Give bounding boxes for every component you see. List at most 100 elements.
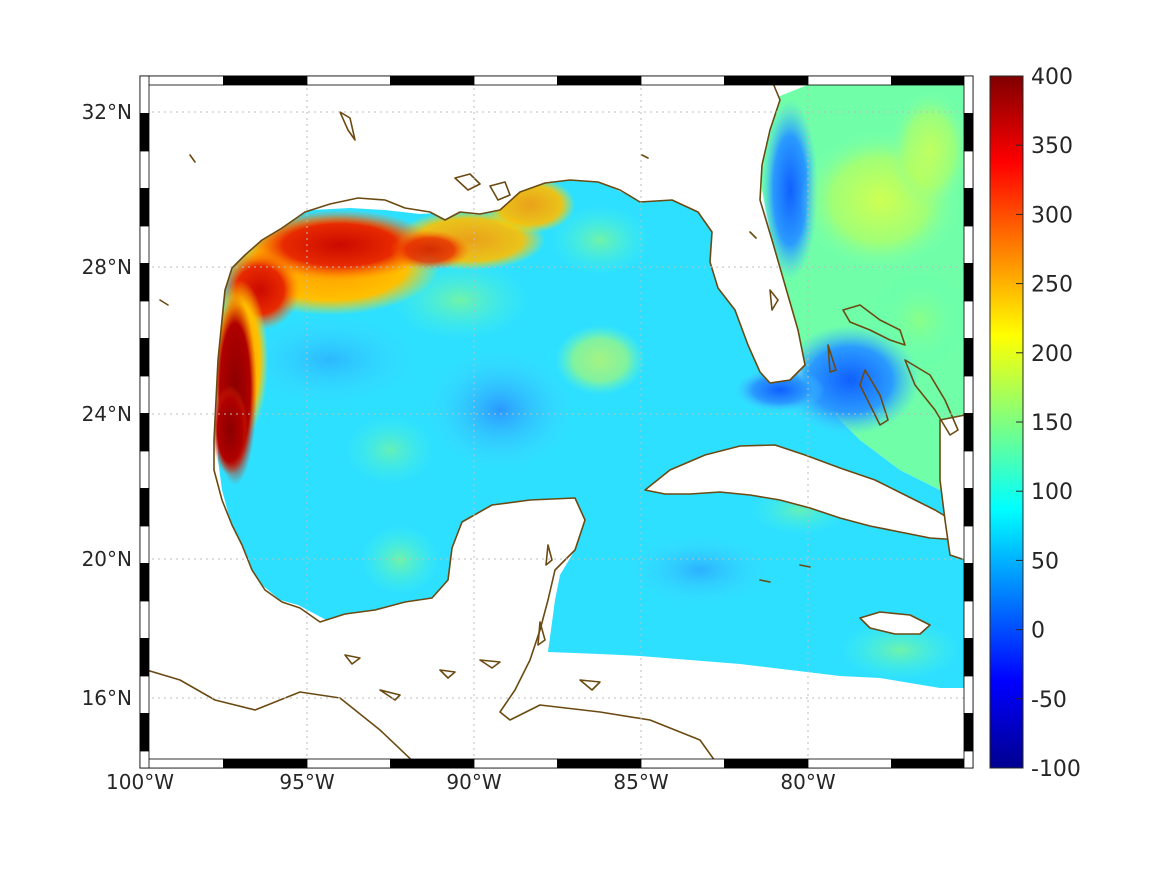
field-blob bbox=[245, 210, 435, 280]
land-coastlines bbox=[140, 76, 966, 768]
lat-tick-label: 24°N bbox=[82, 402, 132, 426]
border-segment bbox=[139, 600, 150, 639]
border-segment bbox=[139, 525, 150, 564]
field-blob bbox=[550, 205, 650, 275]
border-segment bbox=[807, 75, 892, 86]
border-segment bbox=[139, 450, 150, 489]
border-segment bbox=[306, 75, 391, 86]
border-segment bbox=[963, 338, 974, 377]
field-blob bbox=[360, 525, 440, 595]
border-segment bbox=[306, 758, 391, 769]
border-segment bbox=[139, 375, 150, 414]
border-segment bbox=[139, 113, 150, 152]
field-blob bbox=[555, 325, 645, 395]
border-segment bbox=[963, 188, 974, 227]
border-segment bbox=[139, 675, 150, 714]
border-segment bbox=[963, 300, 974, 339]
border-segment bbox=[473, 758, 558, 769]
colorbar-tick-label: -100 bbox=[1031, 757, 1081, 782]
colorbar-tick-label: 0 bbox=[1031, 619, 1045, 644]
border-segment bbox=[963, 563, 974, 602]
border-segment bbox=[807, 758, 892, 769]
border-segment bbox=[963, 525, 974, 564]
field-blob bbox=[890, 90, 970, 210]
field-blob bbox=[762, 100, 818, 280]
lat-tick-label: 16°N bbox=[82, 686, 132, 710]
field-blob bbox=[630, 535, 770, 605]
border-segment bbox=[139, 750, 150, 769]
colorbar-tick-label: 300 bbox=[1031, 203, 1073, 228]
colorbar-tick-label: 50 bbox=[1031, 549, 1059, 574]
border-segment bbox=[557, 75, 642, 86]
border-segment bbox=[139, 300, 150, 339]
field-blob bbox=[425, 350, 575, 470]
lon-tick-label: 90°W bbox=[446, 770, 501, 794]
border-segment bbox=[139, 263, 150, 302]
field-blob bbox=[212, 385, 248, 475]
border-segment bbox=[963, 75, 974, 114]
field-blob bbox=[840, 620, 960, 680]
border-segment bbox=[139, 638, 150, 677]
border-segment bbox=[724, 758, 809, 769]
border-segment bbox=[963, 713, 974, 752]
colorbar-tick-label: 150 bbox=[1031, 411, 1073, 436]
border-segment bbox=[963, 488, 974, 527]
lat-tick-label: 28°N bbox=[82, 255, 132, 279]
border-segment bbox=[139, 75, 150, 114]
colorbar-tick-label: 400 bbox=[1031, 65, 1073, 90]
lon-tick-labels: 100°W 95°W 90°W 85°W 80°W bbox=[106, 770, 836, 794]
border-segment bbox=[963, 263, 974, 302]
data-field bbox=[212, 84, 970, 688]
border-segment bbox=[963, 638, 974, 677]
border-segment bbox=[557, 758, 642, 769]
field-blob bbox=[240, 315, 420, 405]
lat-tick-labels: 32°N 28°N 24°N 20°N 16°N bbox=[82, 100, 132, 710]
colorbar-tick-label: -50 bbox=[1031, 688, 1067, 713]
graticule bbox=[140, 76, 973, 768]
border-segment bbox=[139, 713, 150, 752]
coastline-islands bbox=[344, 544, 811, 701]
border-segment bbox=[139, 338, 150, 377]
border-segment bbox=[724, 75, 809, 86]
border-segment bbox=[139, 488, 150, 527]
border-segment bbox=[963, 600, 974, 639]
coastline-north-america bbox=[140, 76, 806, 768]
border-segment bbox=[640, 758, 725, 769]
border-segment bbox=[640, 75, 725, 86]
border-segment bbox=[139, 188, 150, 227]
coastline-bahamas bbox=[827, 304, 959, 436]
field-blob bbox=[345, 415, 435, 485]
lat-tick-label: 32°N bbox=[82, 100, 132, 124]
border-segment bbox=[390, 758, 475, 769]
lon-tick-label: 100°W bbox=[106, 770, 174, 794]
colorbar-tick-labels: 400 350 300 250 200 150 100 50 0 -50 -100 bbox=[1016, 65, 1081, 782]
colorbar-tick-label: 100 bbox=[1031, 480, 1073, 505]
field-blob bbox=[735, 368, 825, 412]
map-border bbox=[139, 75, 974, 769]
border-segment bbox=[139, 225, 150, 264]
colorbar-tick-label: 350 bbox=[1031, 134, 1073, 159]
coastline-jamaica bbox=[859, 611, 931, 635]
border-segment bbox=[139, 75, 224, 86]
lat-tick-label: 20°N bbox=[82, 547, 132, 571]
border-segment bbox=[963, 413, 974, 452]
lon-tick-label: 95°W bbox=[279, 770, 334, 794]
border-segment bbox=[963, 113, 974, 152]
colorbar-tick-label: 200 bbox=[1031, 342, 1073, 367]
border-segment bbox=[963, 750, 974, 769]
border-segment bbox=[139, 563, 150, 602]
border-segment bbox=[963, 225, 974, 264]
border-segment bbox=[139, 758, 224, 769]
border-segment bbox=[390, 75, 475, 86]
border-segment bbox=[963, 150, 974, 189]
border-segment bbox=[963, 675, 974, 714]
border-segment bbox=[891, 758, 974, 769]
border-segment bbox=[139, 150, 150, 189]
coastline-pacific bbox=[140, 667, 421, 768]
field-blob bbox=[870, 270, 970, 370]
field-blob bbox=[390, 230, 470, 270]
border-segment bbox=[223, 758, 308, 769]
border-segment bbox=[473, 75, 558, 86]
lon-tick-label: 85°W bbox=[613, 770, 668, 794]
